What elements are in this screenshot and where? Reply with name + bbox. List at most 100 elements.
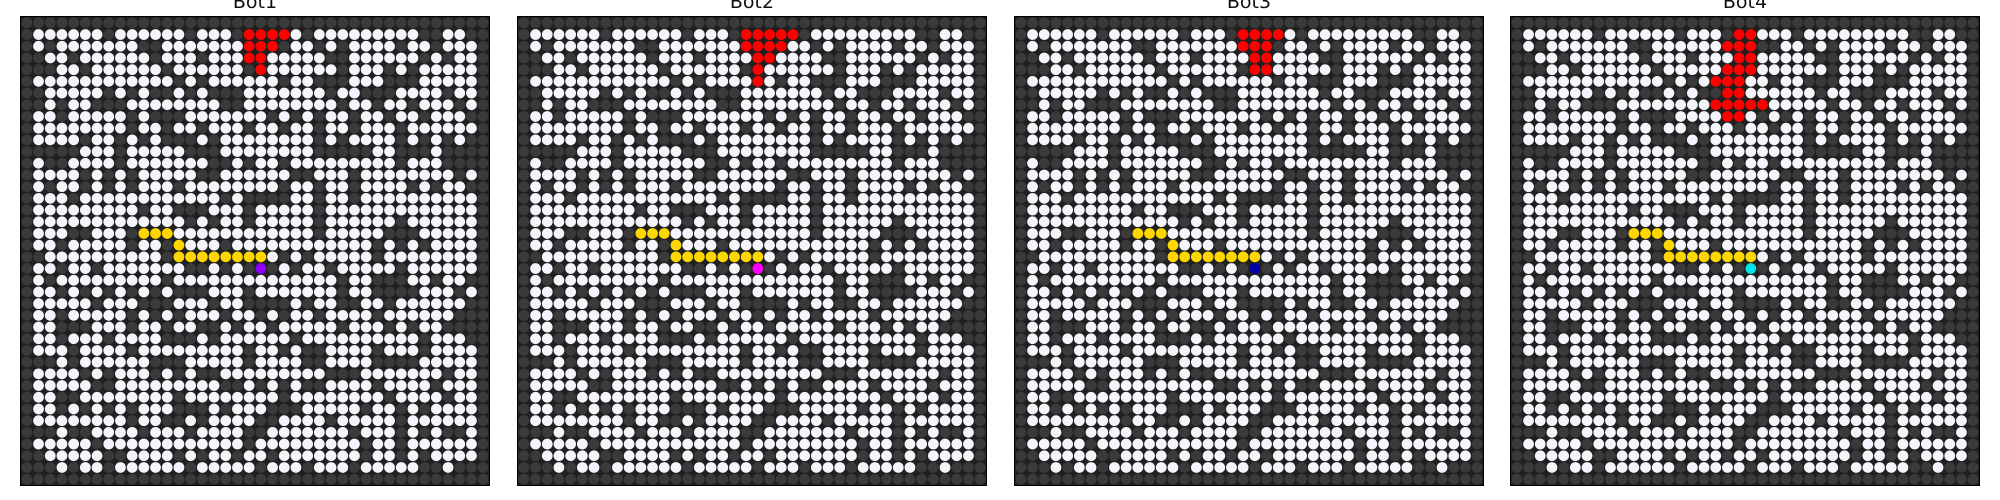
open-cell [278, 450, 290, 462]
open-cell [764, 345, 775, 356]
open-cell [1389, 64, 1401, 76]
open-cell [1120, 134, 1132, 146]
open-cell [658, 75, 670, 87]
open-cell [442, 286, 454, 298]
open-cell [1144, 450, 1155, 462]
open-cell [1038, 263, 1050, 274]
wall-cell [1460, 181, 1471, 193]
wall-cell [1733, 17, 1745, 29]
open-cell [1640, 64, 1651, 76]
open-cell [1944, 40, 1956, 52]
wall-cell [623, 321, 635, 333]
open-cell [419, 274, 431, 286]
wall-cell [740, 438, 752, 450]
wall-cell [1272, 122, 1284, 134]
open-cell [1343, 52, 1354, 64]
open-cell [927, 216, 939, 228]
open-cell [1202, 380, 1214, 391]
open-cell [466, 52, 477, 64]
wall-cell [1389, 134, 1401, 146]
wall-cell [1366, 380, 1378, 391]
wall-cell [79, 169, 91, 181]
wall-cell [1190, 169, 1202, 181]
wall-cell [243, 204, 255, 216]
open-cell [185, 298, 197, 310]
open-cell [91, 29, 103, 40]
open-cell [764, 274, 775, 286]
wall-cell [313, 111, 325, 122]
open-cell [1120, 356, 1132, 368]
open-cell [220, 169, 232, 181]
open-cell [1354, 286, 1366, 298]
wall-cell [1307, 146, 1319, 157]
wall-cell [1686, 17, 1698, 29]
open-cell [1190, 345, 1202, 356]
wall-cell [33, 450, 44, 462]
open-cell [466, 87, 477, 99]
open-cell [454, 298, 466, 310]
wall-cell [1366, 473, 1378, 485]
wall-cell [1073, 228, 1085, 239]
wall-cell [79, 368, 91, 380]
wall-cell [1050, 239, 1062, 251]
open-cell [372, 415, 384, 427]
open-cell [635, 321, 647, 333]
open-cell [290, 99, 302, 111]
wall-cell [1132, 473, 1144, 485]
open-cell [1343, 309, 1354, 321]
wall-cell [349, 462, 360, 473]
open-cell [325, 450, 337, 462]
open-cell [846, 286, 857, 298]
wall-cell [705, 169, 717, 181]
open-cell [243, 75, 255, 87]
open-cell [810, 321, 822, 333]
fire-cell [740, 40, 752, 52]
open-cell [1237, 380, 1249, 391]
wall-cell [1331, 17, 1343, 29]
fire-cell [1237, 29, 1249, 40]
open-cell [325, 157, 337, 169]
open-cell [1424, 228, 1436, 239]
wall-cell [196, 263, 208, 274]
open-cell [267, 286, 278, 298]
open-cell [1038, 75, 1050, 87]
open-cell [44, 368, 56, 380]
wall-cell [1471, 99, 1483, 111]
open-cell [1424, 298, 1436, 310]
open-cell [161, 391, 173, 403]
open-cell [647, 75, 658, 87]
open-cell [693, 333, 705, 345]
open-cell [530, 438, 541, 450]
open-cell [220, 146, 232, 157]
open-cell [1366, 111, 1378, 122]
open-cell [349, 75, 360, 87]
open-cell [185, 438, 197, 450]
wall-cell [682, 87, 694, 99]
wall-cell [541, 462, 553, 473]
open-cell [1448, 64, 1460, 76]
fire-cell [764, 40, 775, 52]
open-cell [951, 251, 963, 263]
open-cell [325, 216, 337, 228]
open-cell [705, 75, 717, 87]
open-cell [927, 192, 939, 204]
wall-cell [1967, 29, 1979, 40]
wall-cell [1015, 263, 1027, 274]
open-cell [337, 169, 349, 181]
wall-cell [1190, 473, 1202, 485]
open-cell [1378, 122, 1389, 134]
open-cell [1249, 274, 1261, 286]
open-cell [44, 321, 56, 333]
open-cell [360, 426, 372, 438]
open-cell [442, 40, 454, 52]
wall-cell [56, 321, 68, 333]
wall-cell [126, 403, 138, 415]
open-cell [729, 64, 740, 76]
open-cell [1237, 333, 1249, 345]
open-cell [846, 263, 857, 274]
open-cell [963, 438, 974, 450]
open-cell [372, 64, 384, 76]
open-cell [196, 309, 208, 321]
open-cell [349, 216, 360, 228]
open-cell [290, 239, 302, 251]
